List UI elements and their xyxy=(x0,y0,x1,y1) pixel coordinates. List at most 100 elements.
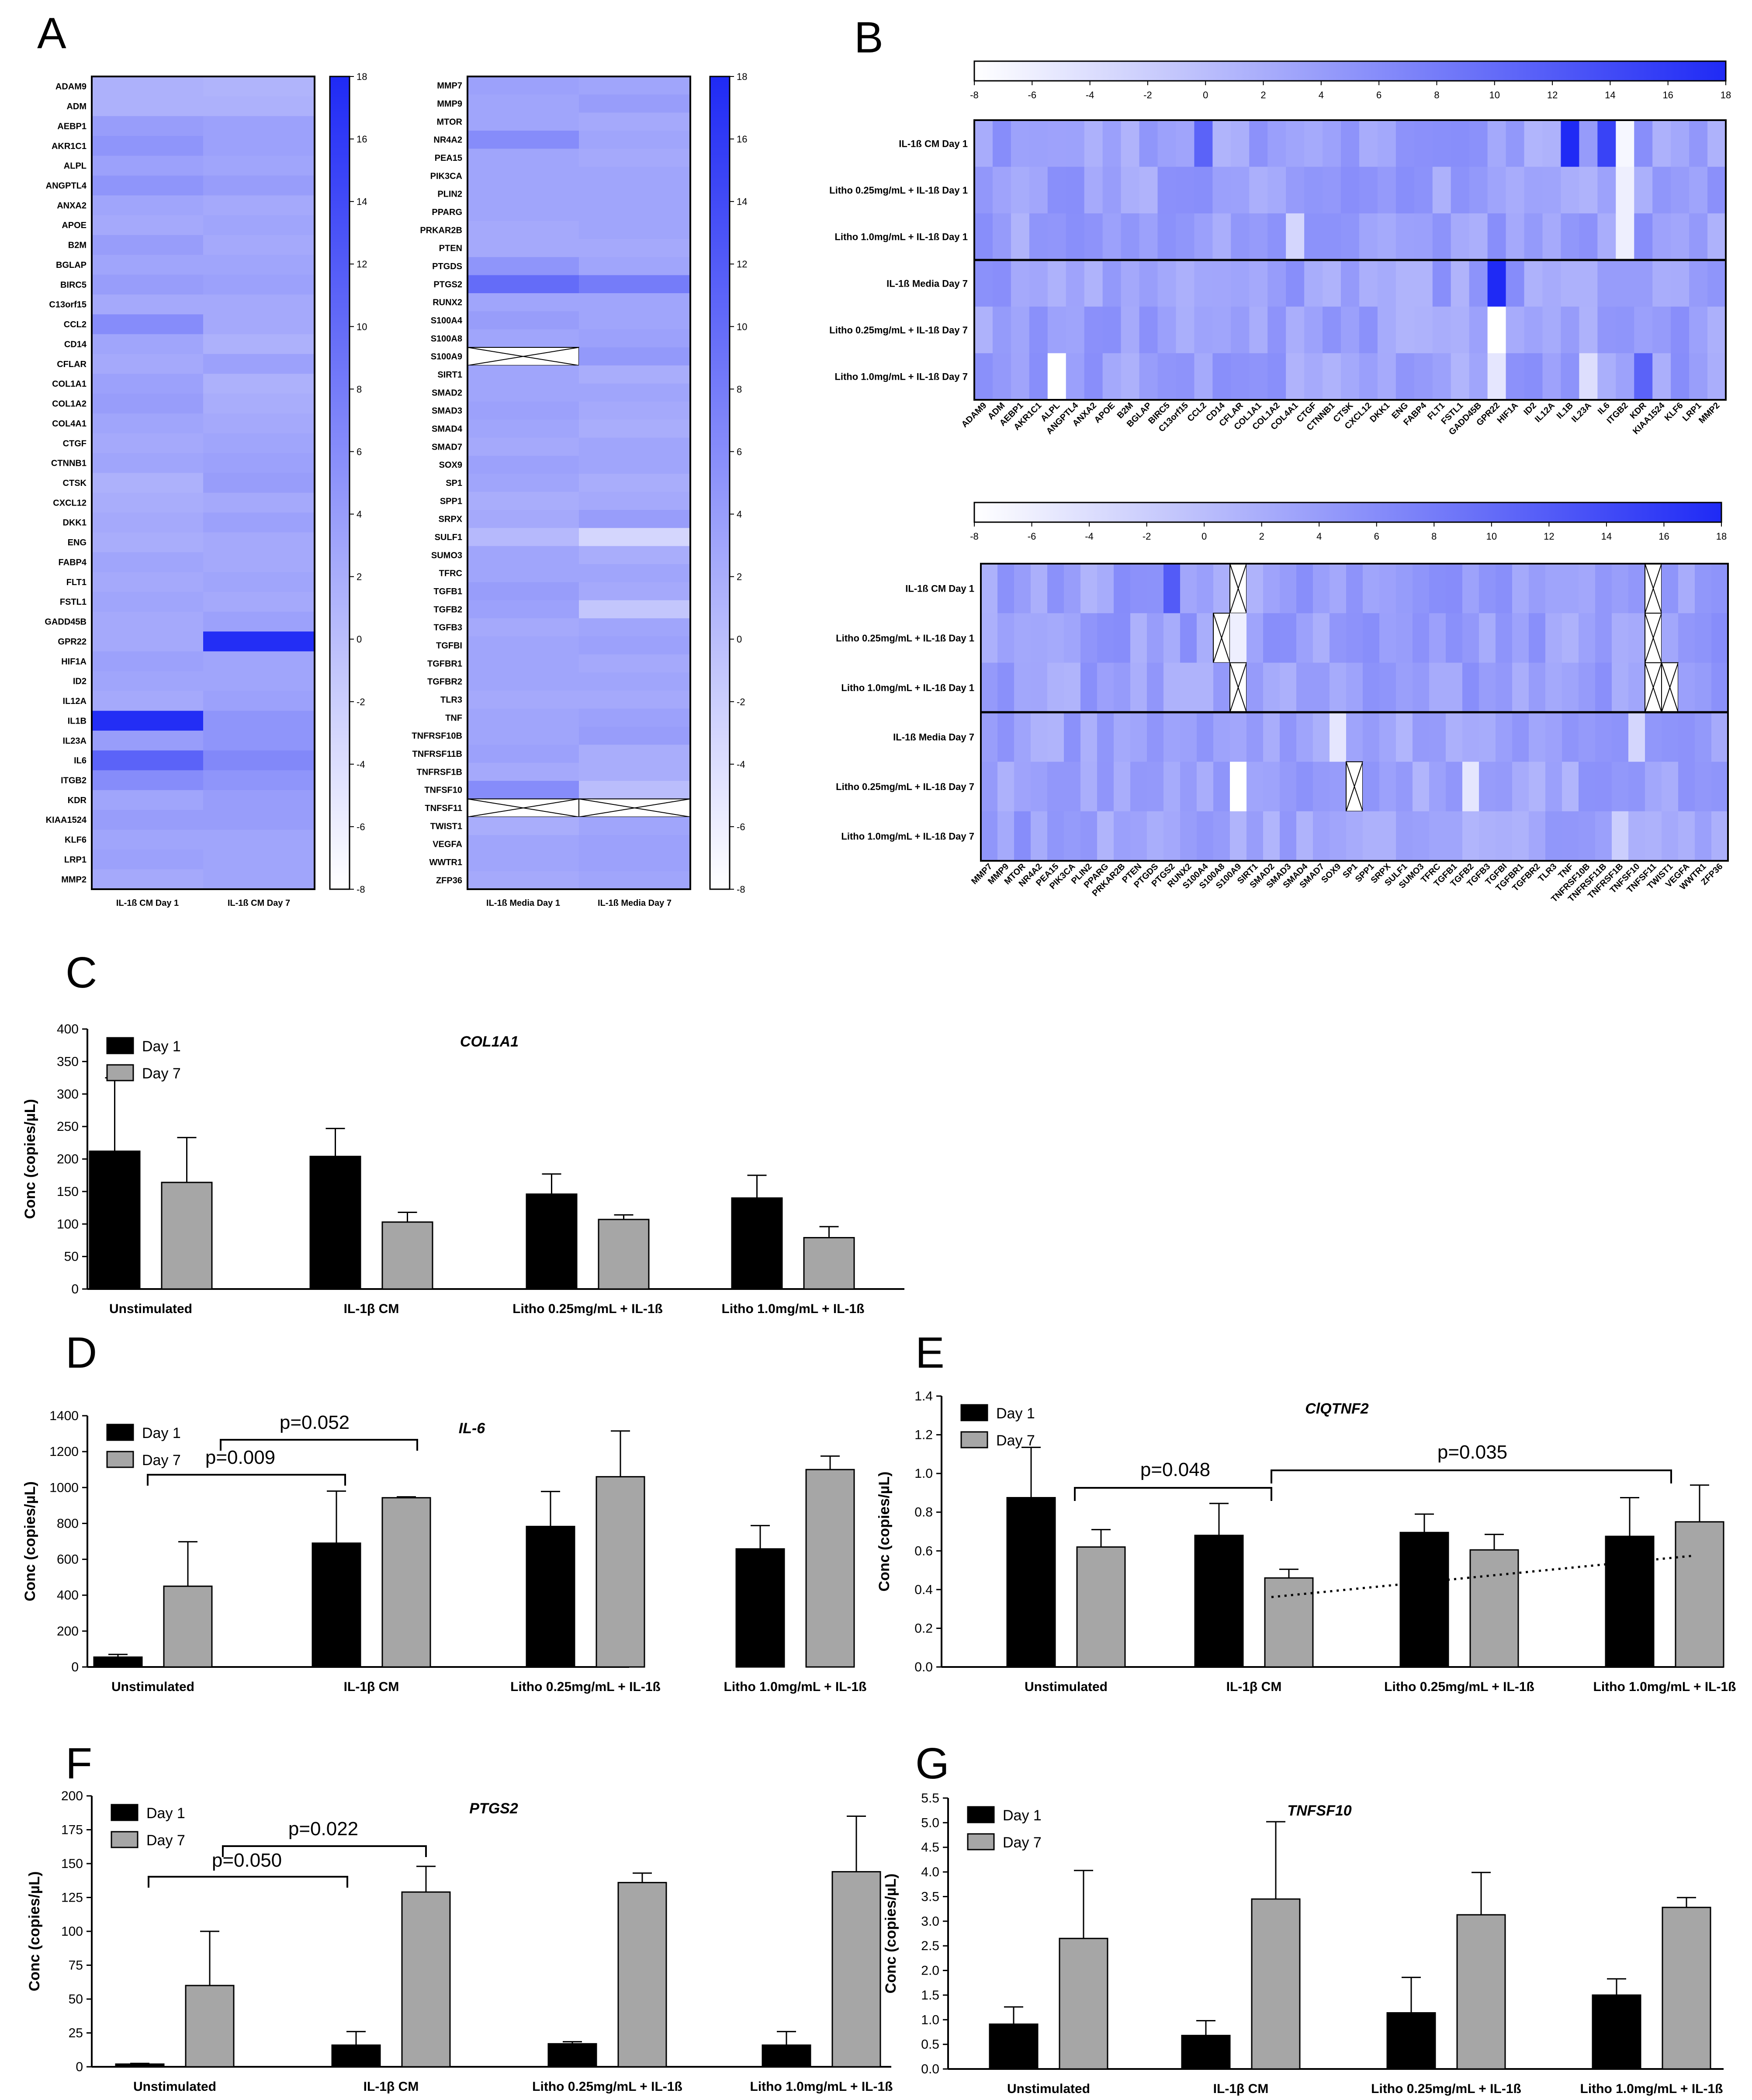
heat-cell xyxy=(203,76,315,97)
heat-cell xyxy=(1469,306,1488,353)
heat-cell xyxy=(1304,260,1323,307)
category-label: IL-1β CM xyxy=(1226,1680,1282,1694)
heat-cell xyxy=(467,510,579,528)
heat-cell xyxy=(1147,762,1164,812)
panel-label-G: G xyxy=(915,1739,949,1788)
heat-cell xyxy=(1616,306,1634,353)
row-label: IL-1ß Media Day 7 xyxy=(886,278,968,289)
gene-label: TGFB1 xyxy=(433,587,462,596)
heat-cell xyxy=(579,853,691,872)
y-tick-label: 3.0 xyxy=(921,1914,939,1929)
heat-cell xyxy=(467,166,579,185)
heat-cell xyxy=(92,334,204,354)
heat-cell xyxy=(1561,353,1579,400)
heat-cell xyxy=(1678,762,1695,812)
heat-cell xyxy=(1064,712,1081,762)
heat-cell xyxy=(1446,712,1463,762)
heat-cell xyxy=(1524,260,1543,307)
heat-cell xyxy=(579,275,691,294)
bar-day7 xyxy=(1076,1546,1126,1668)
chart-title: IL-6 xyxy=(459,1420,486,1437)
heat-cell xyxy=(1597,213,1616,260)
y-tick-label: 150 xyxy=(57,1185,79,1199)
y-tick-label: 600 xyxy=(57,1552,79,1567)
bar-day1 xyxy=(526,1193,578,1290)
gene-label: ZFP36 xyxy=(436,876,462,885)
category-label: Unstimulated xyxy=(133,2079,216,2094)
heat-cell xyxy=(1469,213,1488,260)
heat-cell xyxy=(1066,306,1085,353)
bar-day7 xyxy=(161,1182,213,1290)
category-label: Litho 0.25mg/mL + IL-1ß xyxy=(1384,1680,1534,1694)
missing-cell-cross xyxy=(1229,563,1247,613)
heat-cell xyxy=(1496,613,1513,663)
heat-cell xyxy=(1212,353,1231,400)
heat-cell xyxy=(467,419,579,438)
heat-cell xyxy=(92,314,204,335)
heat-cell xyxy=(1395,353,1415,400)
heat-cell xyxy=(1213,564,1230,613)
heat-cell xyxy=(1114,712,1131,762)
heat-cell xyxy=(1029,353,1048,400)
heat-cell xyxy=(1330,564,1347,613)
heat-cell xyxy=(981,712,998,762)
heat-cell xyxy=(1147,564,1164,613)
heat-cell xyxy=(1064,762,1081,812)
legend-label: Day 1 xyxy=(146,1805,185,1822)
heat-cell xyxy=(1542,306,1562,353)
heat-cell xyxy=(1029,213,1048,260)
heat-cell xyxy=(1097,712,1114,762)
heat-cell xyxy=(1377,120,1396,167)
heat-cell xyxy=(1512,662,1529,713)
y-tick-label: 3.5 xyxy=(921,1889,939,1904)
heat-cell xyxy=(1267,166,1286,214)
missing-cell-cross xyxy=(1661,662,1679,713)
heat-cell xyxy=(1377,166,1396,214)
heat-cell xyxy=(1194,306,1213,353)
gene-label: IL12A xyxy=(63,697,87,706)
heat-cell xyxy=(1562,811,1579,861)
heat-cell xyxy=(1157,306,1177,353)
heat-cell xyxy=(1446,662,1463,713)
heat-cell xyxy=(1496,662,1513,713)
heat-cell xyxy=(1267,260,1286,307)
heat-cell xyxy=(1031,662,1048,713)
gene-label: HIF1A xyxy=(61,657,87,666)
heat-cell xyxy=(1313,564,1330,613)
heat-cell xyxy=(1671,306,1690,353)
heat-cell xyxy=(203,552,315,572)
heat-cell xyxy=(467,76,579,95)
gene-label: ID2 xyxy=(73,677,87,686)
heat-cell xyxy=(1213,811,1230,861)
heat-cell xyxy=(1194,166,1213,214)
heat-cell xyxy=(579,257,691,276)
colorbar-tick-label: 10 xyxy=(737,321,747,332)
heat-cell xyxy=(203,849,315,870)
heat-cell xyxy=(1323,260,1341,307)
heat-cell xyxy=(1197,564,1214,613)
category-label: Unstimulated xyxy=(1007,2082,1090,2096)
column-label: IL-1ß Media Day 7 xyxy=(598,898,672,908)
heat-cell xyxy=(1579,564,1596,613)
heat-cell xyxy=(1529,613,1546,663)
heat-cell xyxy=(1561,306,1579,353)
heat-cell xyxy=(974,213,993,260)
y-tick-label: 75 xyxy=(69,1958,83,1973)
heat-cell xyxy=(1529,662,1546,713)
heat-cell xyxy=(1212,306,1231,353)
heat-cell xyxy=(1280,564,1297,613)
gene-label: PIK3CA xyxy=(430,171,462,181)
missing-cell-cross xyxy=(1645,662,1662,713)
heat-cell xyxy=(1286,260,1305,307)
heat-cell xyxy=(1176,306,1195,353)
heat-cell xyxy=(1612,712,1629,762)
missing-cell-cross xyxy=(1645,563,1662,613)
heat-cell xyxy=(1330,712,1347,762)
gene-label: CCL2 xyxy=(1185,401,1208,423)
heat-cell xyxy=(1231,353,1250,400)
heat-cell xyxy=(1359,120,1378,167)
heat-cell xyxy=(1246,811,1264,861)
heat-cell xyxy=(1084,213,1103,260)
heat-cell xyxy=(203,175,315,196)
heat-cell xyxy=(1102,260,1122,307)
